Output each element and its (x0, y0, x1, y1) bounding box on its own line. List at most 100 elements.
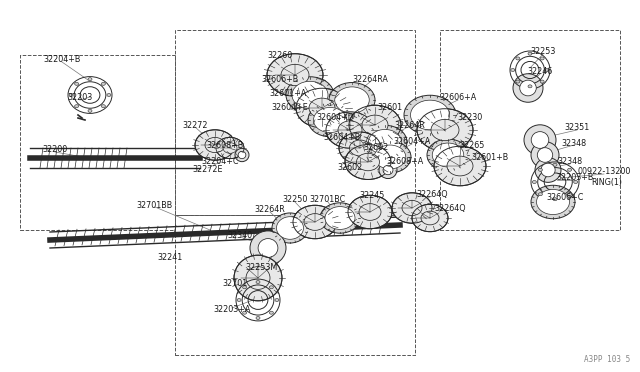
Ellipse shape (296, 88, 348, 128)
Text: 32272E: 32272E (193, 166, 223, 174)
Text: 32203+A: 32203+A (213, 305, 251, 314)
Ellipse shape (540, 57, 544, 60)
Text: 32348: 32348 (557, 157, 582, 167)
Ellipse shape (553, 198, 557, 201)
Ellipse shape (538, 148, 553, 162)
Ellipse shape (516, 80, 520, 83)
Bar (440, 30, 620, 230)
Ellipse shape (286, 77, 334, 113)
Ellipse shape (432, 143, 464, 167)
Ellipse shape (568, 193, 572, 196)
Text: 32272: 32272 (182, 121, 208, 129)
Text: 32606+C: 32606+C (547, 193, 584, 202)
Ellipse shape (329, 83, 375, 118)
Ellipse shape (540, 80, 544, 83)
Ellipse shape (335, 87, 369, 113)
Text: 32245: 32245 (359, 190, 385, 199)
Ellipse shape (309, 98, 335, 118)
Ellipse shape (69, 93, 73, 96)
Ellipse shape (308, 103, 352, 137)
Text: 32701BB: 32701BB (137, 201, 173, 209)
Ellipse shape (417, 109, 473, 151)
Text: 32701BC: 32701BC (310, 196, 346, 205)
Ellipse shape (238, 151, 246, 158)
Text: 32604+B: 32604+B (323, 134, 360, 142)
Bar (175, 30, 415, 215)
Ellipse shape (304, 214, 326, 230)
Text: 32602: 32602 (364, 144, 388, 153)
Text: 32204+B: 32204+B (44, 55, 81, 64)
Ellipse shape (392, 193, 432, 223)
Ellipse shape (256, 280, 260, 283)
Ellipse shape (101, 105, 106, 108)
Ellipse shape (532, 180, 536, 183)
Text: 32701: 32701 (222, 279, 248, 288)
Text: 32260: 32260 (268, 51, 292, 60)
Ellipse shape (536, 189, 570, 215)
Text: 32264R: 32264R (255, 205, 285, 215)
Ellipse shape (421, 211, 439, 225)
Ellipse shape (195, 130, 235, 160)
Ellipse shape (531, 142, 559, 168)
Ellipse shape (101, 82, 106, 85)
Ellipse shape (363, 125, 407, 159)
Text: 32265: 32265 (460, 141, 484, 150)
Ellipse shape (374, 145, 406, 169)
Ellipse shape (356, 153, 380, 171)
Ellipse shape (516, 57, 520, 60)
Ellipse shape (326, 112, 374, 148)
Ellipse shape (511, 68, 515, 71)
Ellipse shape (269, 286, 273, 289)
Ellipse shape (246, 267, 270, 289)
Ellipse shape (434, 146, 486, 186)
Ellipse shape (528, 52, 532, 55)
Ellipse shape (338, 121, 362, 139)
Ellipse shape (75, 82, 79, 85)
Ellipse shape (320, 203, 360, 233)
Ellipse shape (349, 105, 401, 145)
Ellipse shape (216, 137, 244, 158)
Ellipse shape (339, 132, 381, 164)
Ellipse shape (541, 163, 555, 177)
Ellipse shape (235, 148, 249, 162)
Ellipse shape (528, 85, 532, 88)
Text: 32601+B: 32601+B (472, 154, 509, 163)
Text: A3PP 103 5: A3PP 103 5 (584, 356, 630, 365)
Ellipse shape (410, 100, 449, 130)
Ellipse shape (345, 144, 391, 179)
Text: 32203: 32203 (67, 93, 93, 103)
Ellipse shape (427, 139, 469, 171)
Text: 32230: 32230 (458, 113, 483, 122)
Ellipse shape (258, 238, 278, 257)
Text: 32606+A: 32606+A (440, 93, 477, 103)
Text: 32264R: 32264R (395, 121, 426, 129)
Text: 32601+A: 32601+A (269, 89, 307, 97)
Text: 32203+B: 32203+B (556, 173, 594, 183)
Ellipse shape (256, 317, 260, 320)
Ellipse shape (88, 78, 92, 81)
Ellipse shape (545, 68, 549, 71)
Text: 32200: 32200 (42, 145, 68, 154)
Ellipse shape (379, 161, 397, 179)
Ellipse shape (272, 213, 308, 243)
Ellipse shape (362, 115, 388, 135)
Text: 32253: 32253 (531, 48, 556, 57)
Ellipse shape (369, 141, 411, 173)
Ellipse shape (538, 193, 543, 196)
Ellipse shape (348, 195, 392, 229)
Ellipse shape (412, 204, 448, 232)
Ellipse shape (520, 80, 536, 96)
Text: 32250: 32250 (282, 196, 308, 205)
Ellipse shape (535, 158, 561, 182)
Ellipse shape (431, 119, 459, 141)
Ellipse shape (538, 168, 543, 171)
Ellipse shape (250, 231, 286, 265)
Ellipse shape (553, 163, 557, 166)
Ellipse shape (383, 165, 393, 175)
Ellipse shape (243, 311, 246, 314)
Ellipse shape (524, 125, 556, 155)
Ellipse shape (349, 140, 371, 156)
Ellipse shape (234, 255, 282, 301)
Text: 32348: 32348 (561, 138, 587, 148)
Ellipse shape (531, 132, 548, 148)
